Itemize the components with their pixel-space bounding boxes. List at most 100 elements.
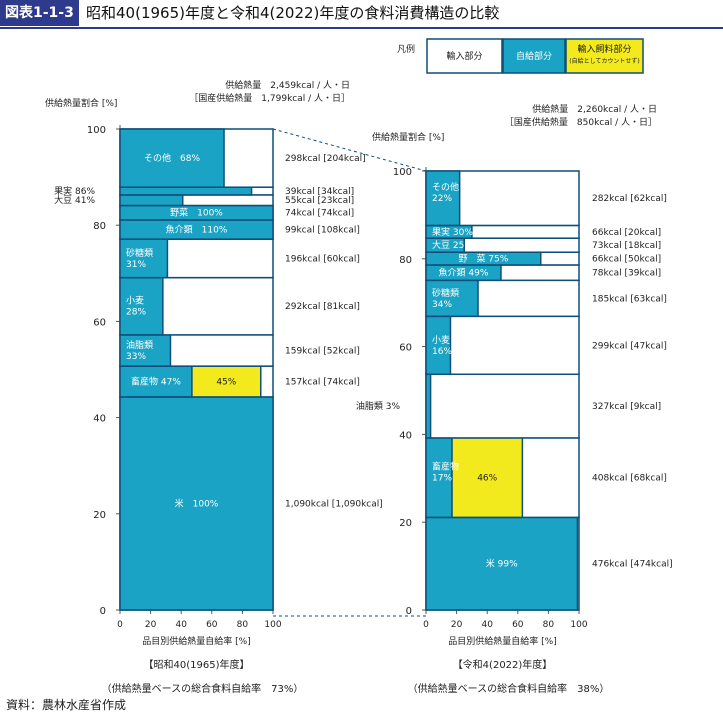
kcal-label-米: 476kcal [474kcal] (592, 560, 673, 570)
y-axis-label-2022: 供給熱量割合 [%] (372, 131, 444, 143)
segment-label-米: 米 100% (175, 497, 219, 509)
bar-self-小麦 (119, 276, 164, 336)
segment-label-畜産物: 畜産物 47% (131, 376, 181, 388)
legend-title: 凡例 (397, 43, 415, 55)
bar-import-油脂類 (425, 373, 580, 439)
bar-feed-畜産物 (451, 437, 524, 519)
kcal-label-小麦: 299kcal [47kcal] (592, 341, 667, 351)
ratio-1965: （供給熱量ベースの総合食料自給率 73%） (102, 682, 304, 695)
title-rule (0, 27, 723, 29)
segment-野菜: 野 菜 75% 66kcal [50kcal] (425, 251, 661, 266)
x-tick-label: 0 (117, 620, 123, 630)
y-tick-label: 40 (399, 430, 412, 441)
segment-米: 米 99% 476kcal [474kcal] (425, 516, 673, 611)
feed-label-畜産物: 46% (477, 474, 497, 484)
y-tick-label: 0 (406, 606, 412, 617)
kcal-label-野菜: 66kcal [50kcal] (592, 255, 661, 265)
x-tick-label: 20 (145, 620, 157, 630)
y-tick-label: 40 (93, 414, 106, 425)
x-tick-label: 60 (512, 620, 524, 630)
segment-label-小麦: 小麦 28% (126, 295, 146, 318)
bar-self-小麦 (425, 315, 452, 376)
x-tick-label: 100 (264, 620, 281, 630)
segment-label-畜産物: 畜産物 17% (432, 461, 459, 484)
y-axis-label-1965: 供給熱量割合 [%] (45, 97, 117, 109)
x-tick-label: 100 (570, 620, 587, 630)
kcal-label-油脂類: 327kcal [9kcal] (592, 402, 661, 412)
x-tick-label: 60 (206, 620, 218, 630)
bar-self-大豆 (119, 194, 184, 207)
x-tick-label: 80 (237, 620, 249, 630)
segment-小麦: 小麦 28% 292kcal [81kcal] (119, 276, 360, 336)
bar-self-その他 (119, 128, 225, 188)
segment-label-その他: その他 68% (144, 152, 200, 164)
bar-self-果実 (119, 186, 253, 196)
segment-畜産物: 46% 畜産物 17% 408kcal [68kcal] (425, 437, 667, 519)
kcal-label-果実: 66kcal [20kcal] (592, 228, 661, 238)
chart-1965: 供給熱量 2,459kcal / 人・日［国産供給熱量 1,799kcal / … (45, 79, 383, 695)
y-tick-label: 60 (399, 343, 412, 354)
kcal-label-その他: 298kcal [204kcal] (285, 154, 366, 164)
x-tick-label: 40 (175, 620, 187, 630)
kcal-label-果実: 39kcal [34kcal] (285, 187, 354, 197)
y-tick-label: 100 (393, 167, 412, 178)
segment-label-砂糖類: 砂糖類 31% (126, 247, 153, 270)
segment-大豆: 大豆 25% 73kcal [18kcal] (425, 237, 661, 253)
bar-self-その他 (425, 170, 461, 227)
legend-swatch-3 (565, 38, 644, 74)
caption-2022: 【令和4(2022)年度】 (453, 658, 553, 671)
segment-小麦: 小麦 16% 299kcal [47kcal] (425, 315, 667, 376)
segment-label-果実: 果実 30% (432, 226, 473, 238)
figure-label: 図表1-1-3 (0, 0, 79, 26)
x-tick-label: 40 (481, 620, 493, 630)
segment-畜産物: 45% 畜産物 47% 157kcal [74kcal] (119, 365, 360, 398)
legend-swatch-2 (502, 38, 566, 74)
supply-domestic-2022: ［国産供給熱量 850kcal / 人・日］ (505, 116, 657, 128)
segment-大豆: 大豆 41% 55kcal [23kcal] (54, 194, 354, 207)
kcal-label-その他: 282kcal [62kcal] (592, 194, 667, 204)
supply-total-1965: 供給熱量 2,459kcal / 人・日 (225, 79, 350, 91)
segment-label-果実: 果実 86% (54, 185, 95, 197)
segment-砂糖類: 砂糖類 31% 196kcal [60kcal] (119, 238, 360, 279)
y-tick-label: 0 (100, 606, 106, 617)
x-axis-label-1965: 品目別供給熱量自給率 [%] (142, 635, 250, 647)
kcal-label-砂糖類: 185kcal [63kcal] (592, 294, 667, 304)
segment-米: 米 100% 1,090kcal [1,090kcal] (119, 396, 383, 611)
bar-self-砂糖類 (425, 279, 479, 318)
segment-砂糖類: 砂糖類 34% 185kcal [63kcal] (425, 279, 667, 318)
x-tick-label: 80 (543, 620, 555, 630)
caption-1965: 【昭和40(1965)年度】 (144, 658, 250, 671)
segment-label-小麦: 小麦 16% (432, 334, 452, 357)
segment-label-野菜: 野 菜 75% (458, 253, 508, 265)
bar-self-米 (425, 516, 579, 611)
legend-label-3: 輸入飼料部分 (577, 43, 631, 55)
segment-label-油脂類: 油脂類 33% (126, 339, 153, 362)
supply-domestic-1965: ［国産供給熱量 1,799kcal / 人・日］ (189, 92, 350, 104)
kcal-label-畜産物: 408kcal [68kcal] (592, 474, 667, 484)
segment-label-大豆: 大豆 41% (54, 194, 95, 206)
title-bar: 図表1-1-3 昭和40(1965)年度と令和4(2022)年度の食料消費構造の… (0, 0, 723, 29)
x-tick-label: 20 (451, 620, 463, 630)
segment-油脂類: 油脂類 33% 159kcal [52kcal] (119, 334, 360, 367)
x-tick-label: 0 (423, 620, 429, 630)
segment-label-米: 米 99% (486, 558, 518, 570)
segment-label-大豆: 大豆 25% (432, 239, 473, 251)
kcal-label-魚介類: 78kcal [39kcal] (592, 269, 661, 279)
y-tick-label: 60 (93, 317, 106, 328)
segment-魚介類: 魚介類 49% 78kcal [39kcal] (425, 264, 661, 282)
legend-label-1: 輸入部分 (446, 50, 482, 62)
kcal-label-砂糖類: 196kcal [60kcal] (285, 254, 360, 264)
segment-その他: その他 68% 298kcal [204kcal] (119, 128, 366, 188)
kcal-label-油脂類: 159kcal [52kcal] (285, 347, 360, 357)
figure-title: 昭和40(1965)年度と令和4(2022)年度の食料消費構造の比較 (86, 4, 500, 22)
feed-label-畜産物: 45% (216, 378, 236, 388)
y-tick-label: 20 (399, 518, 412, 529)
segment-label-野菜: 野菜 100% (170, 207, 223, 219)
kcal-label-大豆: 55kcal [23kcal] (285, 196, 354, 206)
y-tick-label: 100 (87, 125, 106, 136)
segment-野菜: 野菜 100% 74kcal [74kcal] (119, 204, 354, 221)
segment-魚介類: 魚介類 110% 99kcal [108kcal] (119, 219, 360, 240)
segment-label-その他: その他 22% (432, 181, 459, 204)
legend-swatch-1 (426, 38, 503, 74)
